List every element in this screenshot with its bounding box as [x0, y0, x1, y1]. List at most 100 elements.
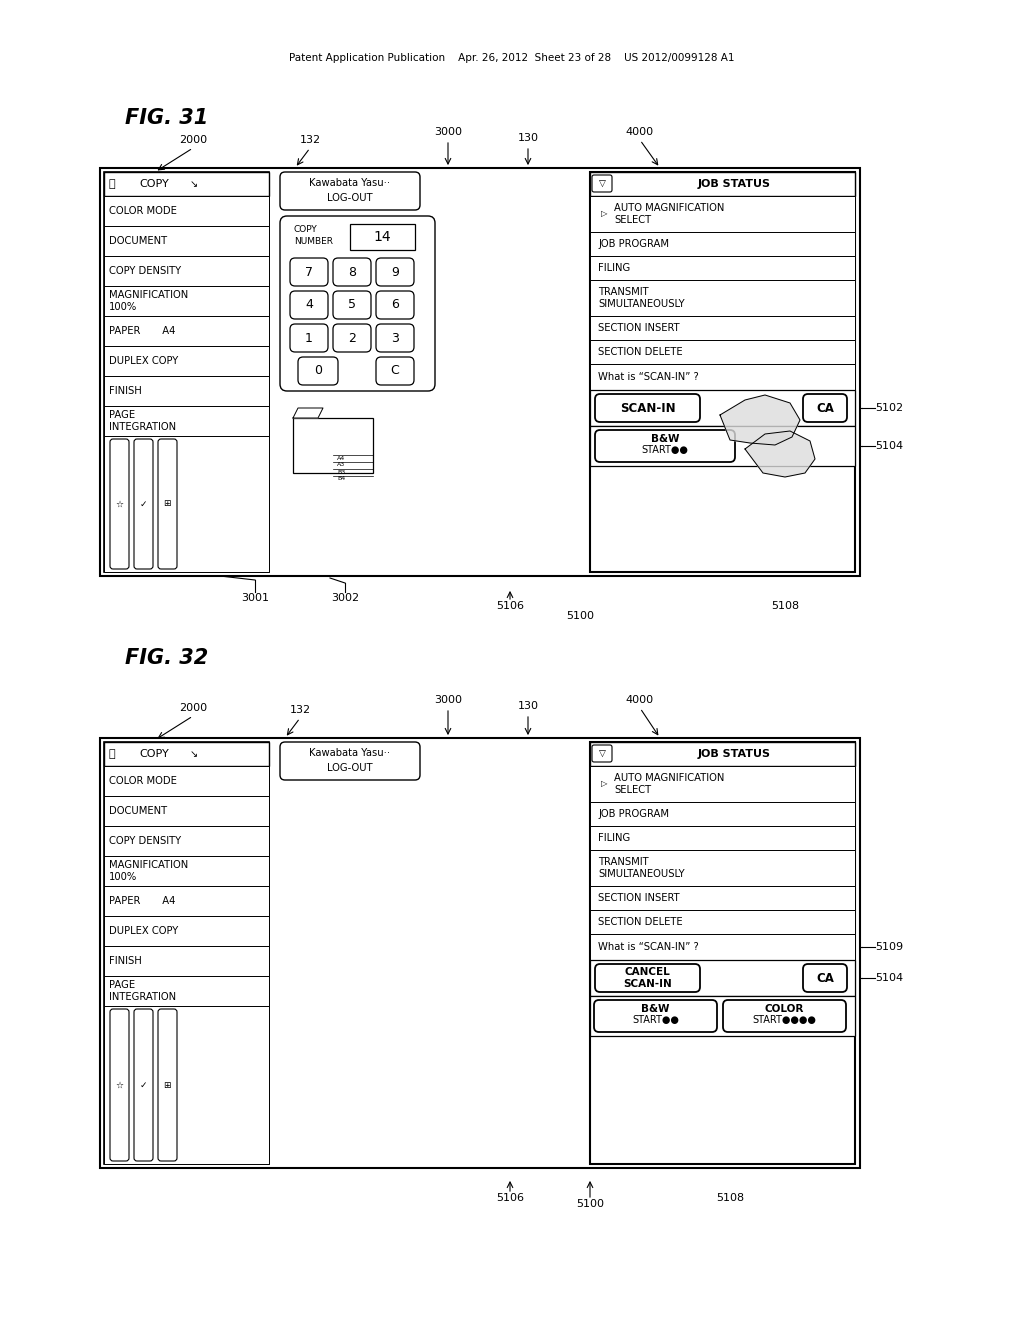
Text: FINISH: FINISH — [109, 385, 141, 396]
Bar — [100, 168, 860, 576]
Text: JOB PROGRAM: JOB PROGRAM — [598, 809, 669, 818]
Bar — [104, 172, 269, 572]
FancyBboxPatch shape — [723, 1001, 846, 1032]
FancyBboxPatch shape — [298, 356, 338, 385]
Text: COPY DENSITY: COPY DENSITY — [109, 267, 181, 276]
Text: FILING: FILING — [598, 833, 630, 843]
Text: START●●●●: START●●●● — [753, 1015, 816, 1026]
Text: B&W: B&W — [650, 434, 679, 444]
Text: ▷: ▷ — [601, 210, 607, 219]
Text: 9: 9 — [391, 265, 399, 279]
FancyBboxPatch shape — [280, 216, 435, 391]
Text: COPY: COPY — [294, 226, 317, 235]
Bar — [104, 1006, 269, 1164]
Bar — [104, 742, 269, 766]
Polygon shape — [745, 432, 815, 477]
Text: 3000: 3000 — [434, 696, 462, 705]
Text: PAPER       A4: PAPER A4 — [109, 896, 175, 906]
Bar — [104, 376, 269, 407]
Text: 5104: 5104 — [874, 973, 903, 983]
Text: CA: CA — [816, 972, 834, 985]
Text: 130: 130 — [517, 133, 539, 143]
Text: SCAN-IN: SCAN-IN — [624, 979, 672, 989]
Text: LOG-OUT: LOG-OUT — [328, 193, 373, 203]
Bar — [104, 256, 269, 286]
Text: DUPLEX COPY: DUPLEX COPY — [109, 927, 178, 936]
Text: 5: 5 — [348, 298, 356, 312]
Text: 7: 7 — [305, 265, 313, 279]
FancyBboxPatch shape — [592, 744, 612, 762]
Text: COLOR MODE: COLOR MODE — [109, 776, 177, 785]
Text: FILING: FILING — [598, 263, 630, 273]
Bar — [104, 195, 269, 226]
Bar — [104, 975, 269, 1006]
Text: CA: CA — [816, 401, 834, 414]
Bar — [590, 426, 855, 466]
Text: ✓: ✓ — [139, 499, 146, 508]
Bar — [104, 172, 269, 195]
Text: PAGE
INTEGRATION: PAGE INTEGRATION — [109, 411, 176, 432]
Text: ✓: ✓ — [139, 1081, 146, 1089]
Bar — [590, 232, 855, 256]
Text: SECTION DELETE: SECTION DELETE — [598, 917, 683, 927]
FancyBboxPatch shape — [290, 257, 328, 286]
FancyBboxPatch shape — [110, 1008, 129, 1162]
Text: 5106: 5106 — [496, 601, 524, 611]
Text: B3: B3 — [337, 470, 345, 474]
Bar — [590, 886, 855, 909]
Text: JOB STATUS: JOB STATUS — [698, 748, 771, 759]
Text: ↘: ↘ — [189, 748, 198, 759]
Bar — [590, 364, 855, 389]
FancyBboxPatch shape — [158, 440, 177, 569]
Text: MAGNIFICATION
100%: MAGNIFICATION 100% — [109, 861, 188, 882]
Text: COLOR MODE: COLOR MODE — [109, 206, 177, 216]
Bar — [104, 346, 269, 376]
Text: A3: A3 — [337, 462, 345, 467]
FancyBboxPatch shape — [376, 323, 414, 352]
Text: TRANSMIT
SIMULTANEOUSLY: TRANSMIT SIMULTANEOUSLY — [598, 288, 685, 309]
Text: SECTION INSERT: SECTION INSERT — [598, 323, 680, 333]
Text: SECTION DELETE: SECTION DELETE — [598, 347, 683, 356]
Bar — [104, 796, 269, 826]
FancyBboxPatch shape — [290, 290, 328, 319]
Text: PAPER       A4: PAPER A4 — [109, 326, 175, 337]
Text: COPY: COPY — [139, 748, 169, 759]
Bar — [590, 389, 855, 426]
Bar — [590, 315, 855, 341]
Text: 8: 8 — [348, 265, 356, 279]
Text: AUTO MAGNIFICATION
SELECT: AUTO MAGNIFICATION SELECT — [614, 774, 724, 795]
Text: 5100: 5100 — [566, 611, 594, 620]
FancyBboxPatch shape — [803, 964, 847, 993]
Text: 132: 132 — [299, 135, 321, 145]
Bar — [350, 224, 415, 249]
Text: DOCUMENT: DOCUMENT — [109, 807, 167, 816]
Text: 3: 3 — [391, 331, 399, 345]
Text: ⊞: ⊞ — [163, 1081, 171, 1089]
Text: 2000: 2000 — [179, 704, 207, 713]
FancyBboxPatch shape — [110, 440, 129, 569]
Text: ☆: ☆ — [115, 1081, 123, 1089]
Text: 1: 1 — [305, 331, 313, 345]
Text: JOB PROGRAM: JOB PROGRAM — [598, 239, 669, 249]
Text: CANCEL: CANCEL — [625, 968, 671, 977]
Text: C: C — [390, 364, 399, 378]
Text: Kawabata Yasu··: Kawabata Yasu·· — [309, 178, 390, 187]
Bar — [104, 766, 269, 796]
Text: Ⓢ: Ⓢ — [109, 748, 116, 759]
FancyBboxPatch shape — [592, 176, 612, 191]
Text: 5100: 5100 — [575, 1199, 604, 1209]
Text: NUMBER: NUMBER — [294, 238, 333, 247]
Bar — [590, 341, 855, 364]
Text: COLOR: COLOR — [765, 1005, 804, 1014]
Text: 14: 14 — [373, 230, 391, 244]
Text: 0: 0 — [314, 364, 322, 378]
Bar — [104, 826, 269, 855]
FancyBboxPatch shape — [158, 1008, 177, 1162]
Bar — [590, 997, 855, 1036]
Text: 130: 130 — [517, 701, 539, 711]
Bar — [590, 803, 855, 826]
Text: 4: 4 — [305, 298, 313, 312]
FancyBboxPatch shape — [280, 742, 420, 780]
Text: 4000: 4000 — [626, 127, 654, 137]
FancyBboxPatch shape — [376, 257, 414, 286]
